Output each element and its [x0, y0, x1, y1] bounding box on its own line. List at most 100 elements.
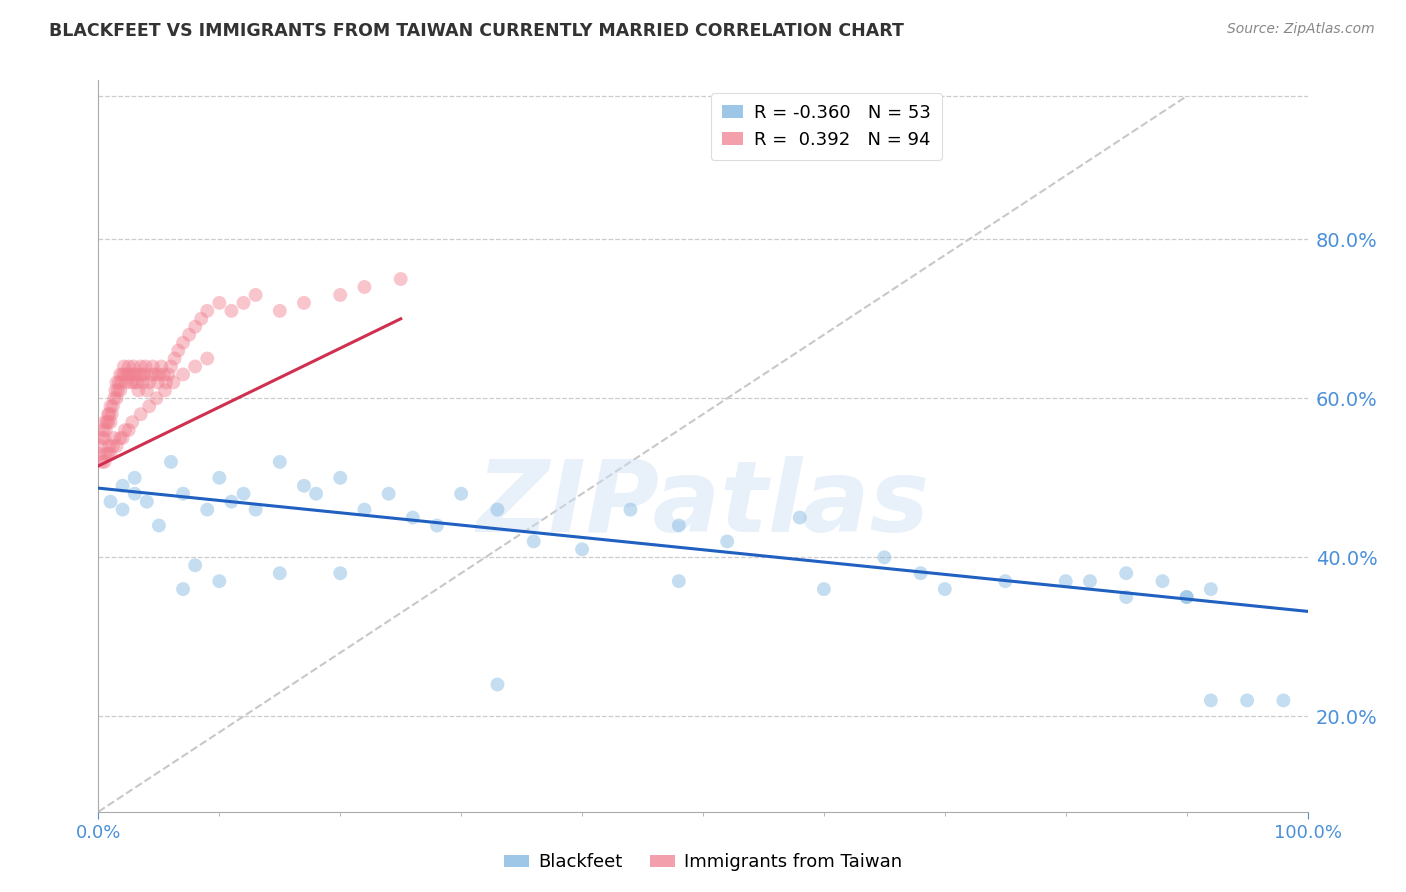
Point	[292, 296, 315, 310]
Point	[131, 368, 153, 382]
Point	[1078, 574, 1101, 589]
Point	[135, 494, 157, 508]
Point	[100, 415, 122, 429]
Point	[402, 510, 425, 524]
Point	[111, 502, 134, 516]
Point	[141, 368, 163, 382]
Point	[232, 486, 254, 500]
Point	[105, 439, 128, 453]
Point	[111, 479, 134, 493]
Point	[157, 368, 180, 382]
Point	[184, 359, 207, 374]
Point	[132, 376, 155, 390]
Point	[108, 431, 131, 445]
Point	[134, 368, 156, 382]
Point	[329, 566, 352, 581]
Point	[101, 399, 124, 413]
Point	[172, 335, 194, 350]
Point	[118, 359, 141, 374]
Point	[111, 431, 134, 445]
Point	[523, 534, 546, 549]
Point	[389, 272, 412, 286]
Point	[138, 399, 160, 413]
Point	[873, 550, 896, 565]
Point	[125, 368, 148, 382]
Point	[789, 510, 811, 524]
Point	[129, 407, 152, 421]
Point	[96, 415, 118, 429]
Point	[120, 376, 142, 390]
Text: BLACKFEET VS IMMIGRANTS FROM TAIWAN CURRENTLY MARRIED CORRELATION CHART: BLACKFEET VS IMMIGRANTS FROM TAIWAN CURR…	[49, 22, 904, 40]
Point	[155, 376, 177, 390]
Point	[114, 423, 136, 437]
Point	[94, 423, 117, 437]
Point	[486, 677, 509, 691]
Point	[353, 502, 375, 516]
Point	[668, 574, 690, 589]
Point	[112, 359, 135, 374]
Point	[100, 407, 122, 421]
Point	[142, 359, 165, 374]
Point	[93, 431, 115, 445]
Point	[232, 296, 254, 310]
Point	[571, 542, 593, 557]
Legend: Blackfeet, Immigrants from Taiwan: Blackfeet, Immigrants from Taiwan	[496, 847, 910, 879]
Point	[245, 502, 267, 516]
Point	[1199, 693, 1222, 707]
Point	[105, 376, 128, 390]
Point	[110, 376, 132, 390]
Point	[1115, 590, 1137, 604]
Point	[160, 455, 183, 469]
Point	[292, 479, 315, 493]
Point	[172, 486, 194, 500]
Point	[108, 376, 131, 390]
Point	[148, 518, 170, 533]
Point	[184, 319, 207, 334]
Point	[122, 359, 145, 374]
Point	[124, 471, 146, 485]
Point	[160, 359, 183, 374]
Point	[135, 359, 157, 374]
Text: Source: ZipAtlas.com: Source: ZipAtlas.com	[1227, 22, 1375, 37]
Point	[269, 566, 291, 581]
Point	[100, 494, 122, 508]
Point	[245, 288, 267, 302]
Point	[195, 502, 218, 516]
Point	[329, 471, 352, 485]
Point	[162, 376, 184, 390]
Point	[97, 407, 120, 421]
Point	[195, 351, 218, 366]
Point	[184, 558, 207, 573]
Point	[1272, 693, 1295, 707]
Point	[114, 368, 136, 382]
Point	[145, 392, 167, 406]
Point	[124, 376, 146, 390]
Point	[111, 368, 134, 382]
Point	[426, 518, 449, 533]
Point	[117, 368, 139, 382]
Point	[91, 423, 114, 437]
Point	[90, 439, 112, 453]
Point	[1175, 590, 1198, 604]
Point	[104, 384, 127, 398]
Point	[108, 384, 131, 398]
Point	[93, 415, 115, 429]
Point	[163, 351, 186, 366]
Point	[152, 368, 174, 382]
Point	[100, 447, 122, 461]
Point	[128, 368, 150, 382]
Point	[89, 447, 111, 461]
Point	[450, 486, 472, 500]
Point	[98, 439, 121, 453]
Point	[172, 368, 194, 382]
Text: ZIPatlas: ZIPatlas	[477, 456, 929, 553]
Point	[108, 368, 131, 382]
Point	[1236, 693, 1258, 707]
Point	[121, 368, 143, 382]
Point	[153, 384, 176, 398]
Point	[97, 447, 120, 461]
Point	[1175, 590, 1198, 604]
Point	[148, 368, 170, 382]
Point	[813, 582, 835, 596]
Point	[143, 368, 166, 382]
